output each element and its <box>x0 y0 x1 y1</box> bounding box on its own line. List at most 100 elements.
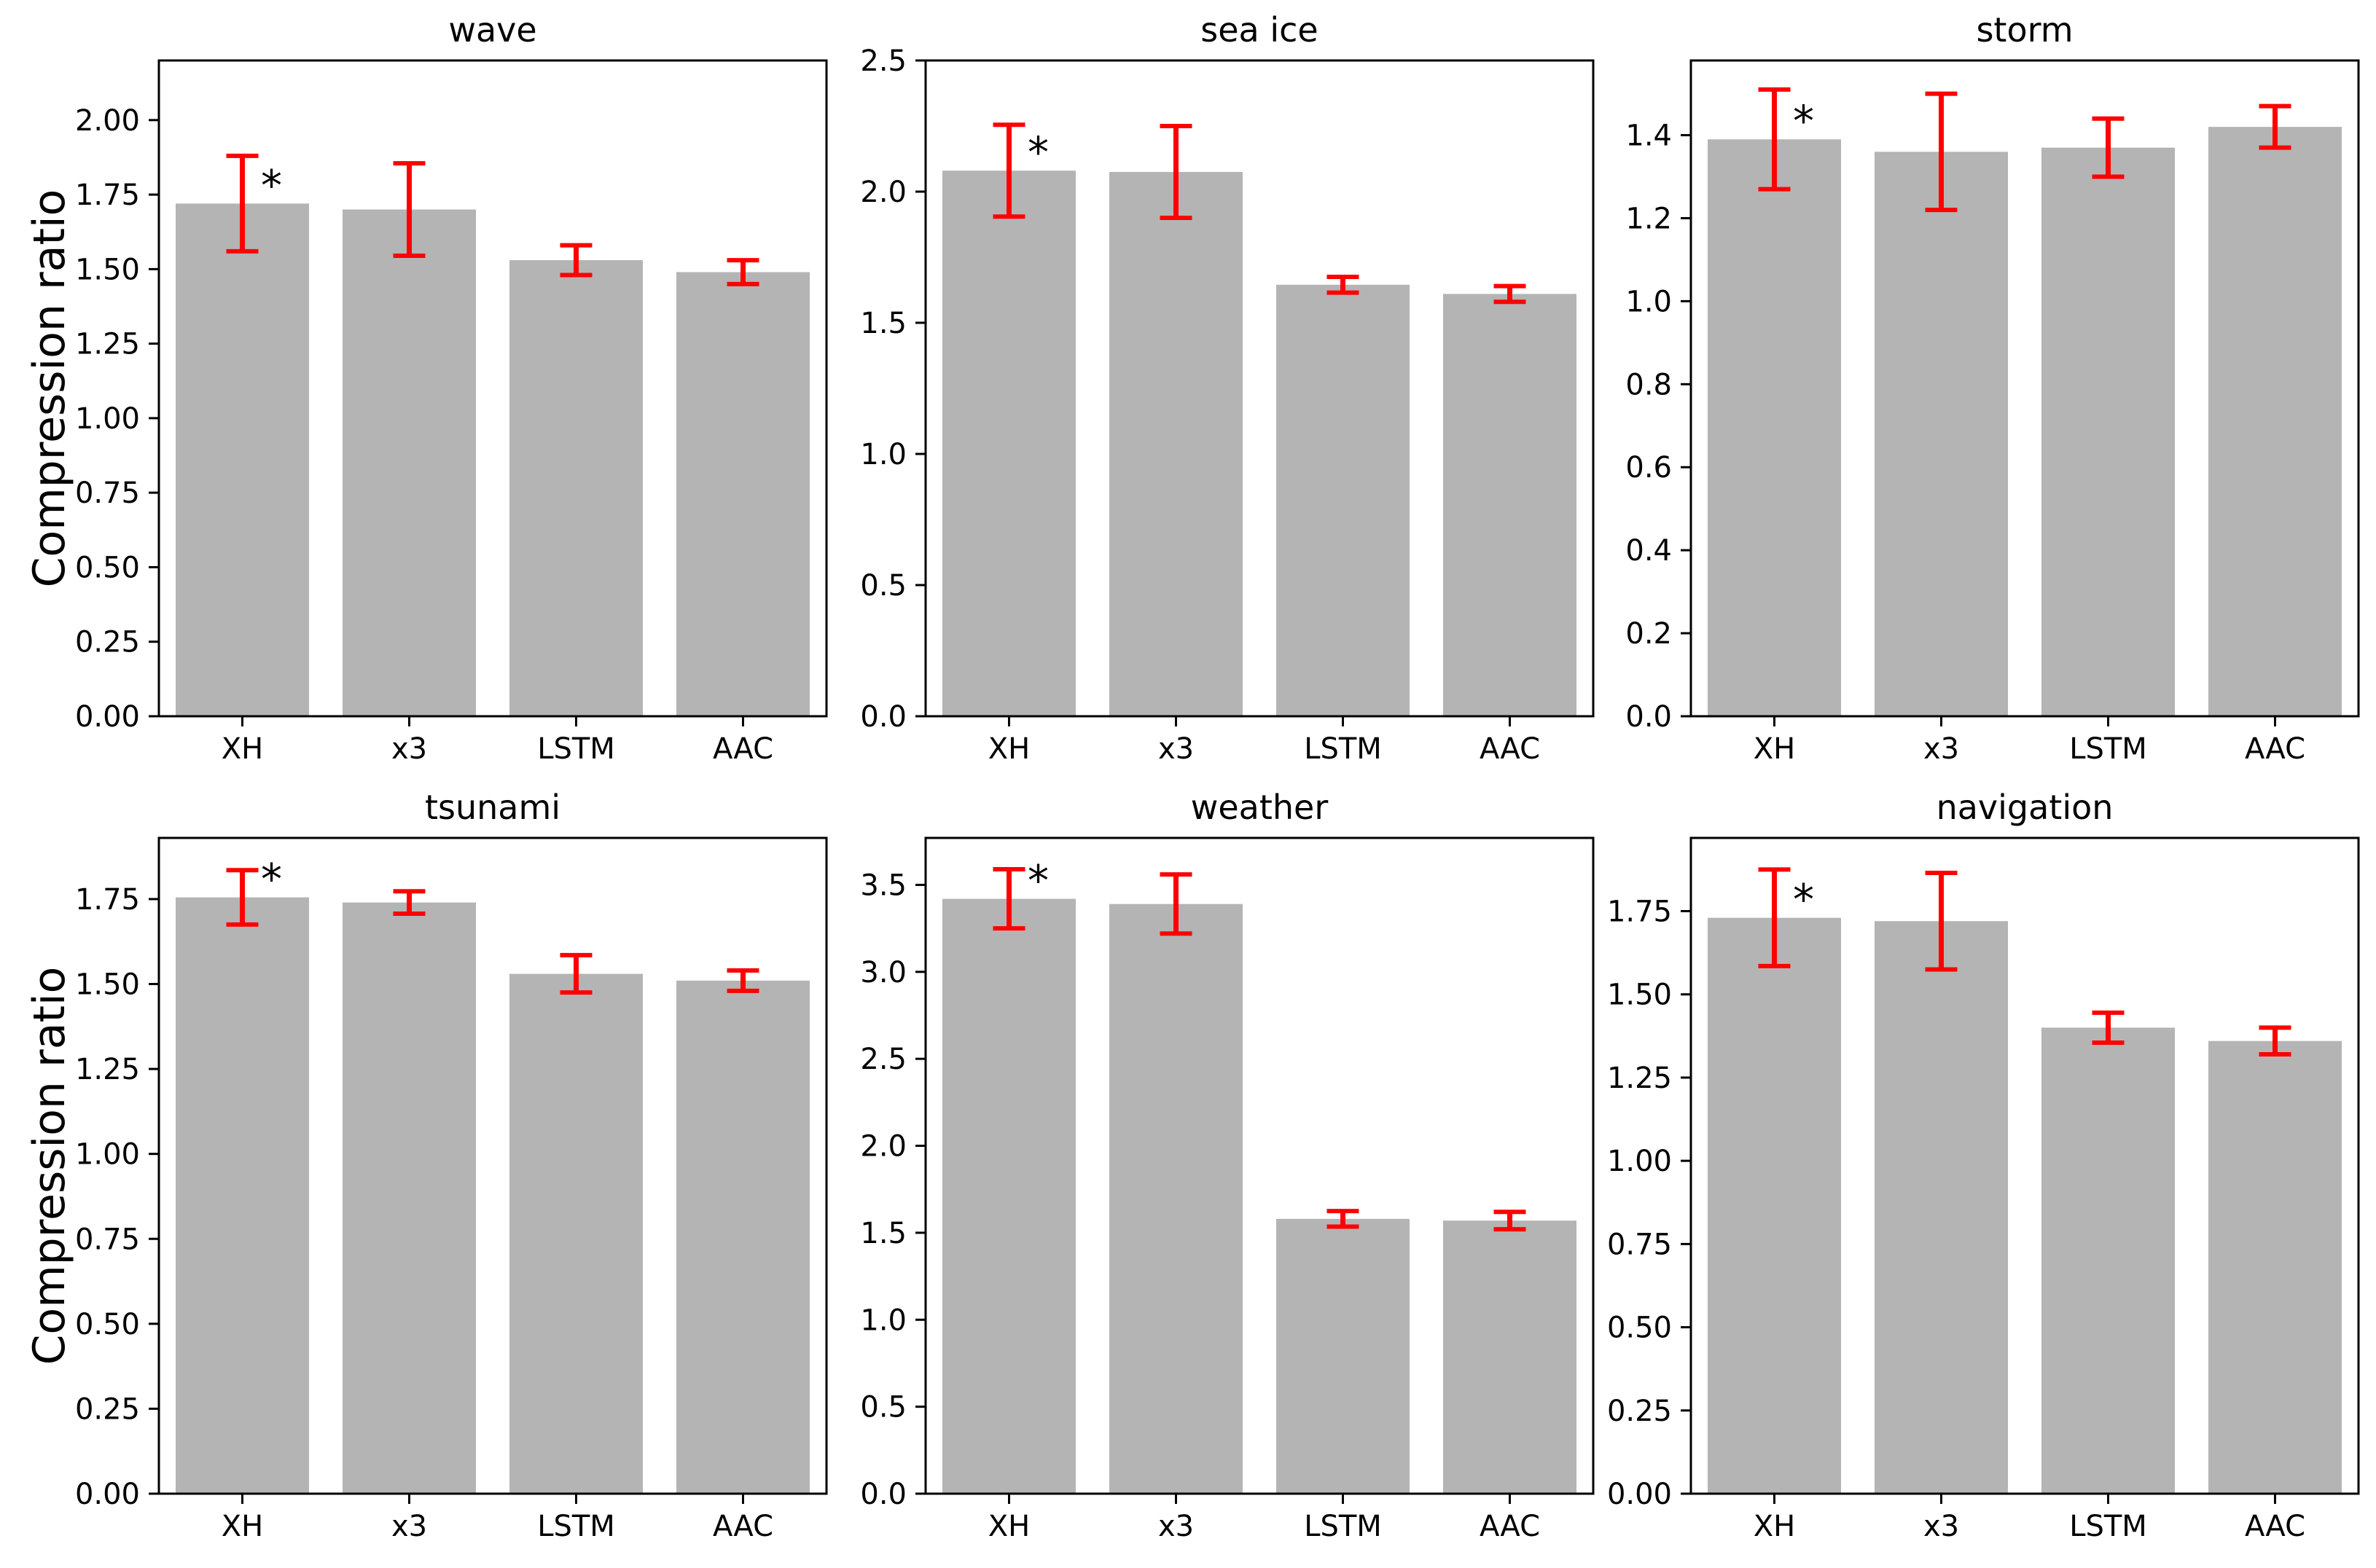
significance-asterisk: * <box>261 855 282 904</box>
y-tick-label: 1.00 <box>75 402 140 436</box>
bar-xh <box>942 898 1076 1494</box>
y-tick-label: 1.2 <box>1625 202 1672 235</box>
y-tick-label: 2.0 <box>860 1130 907 1164</box>
y-tick-label: 1.5 <box>860 1217 907 1250</box>
axes-frame <box>1689 836 2360 1495</box>
bar-lstm <box>2041 147 2175 717</box>
y-tick-label: 0.00 <box>1607 1478 1672 1511</box>
chart-panel-weather: weather 0.0 0.5 1.0 1.5 2.0 2.5 3.0 3.5 XH * x3 LSTM… <box>860 788 1595 1543</box>
x-tick-label: LSTM <box>537 1510 615 1543</box>
x-tick-label: XH <box>222 732 263 766</box>
x-tick-label: x3 <box>391 1510 427 1543</box>
x-tick-label: x3 <box>1158 1510 1194 1543</box>
bar-x3 <box>1109 172 1243 716</box>
panel-title: wave <box>448 10 536 50</box>
axes-frame <box>1689 59 2360 718</box>
y-tick-label: 1.00 <box>1607 1145 1672 1178</box>
y-tick-label: 0.0 <box>860 1478 907 1511</box>
panel-title: sea ice <box>1200 10 1318 50</box>
y-tick-label: 1.50 <box>1607 979 1672 1012</box>
x-tick-label: XH <box>222 1510 263 1543</box>
y-tick-label: 0.25 <box>75 1392 140 1426</box>
bar-aac <box>2208 1040 2342 1494</box>
x-tick-label: x3 <box>1923 1510 1959 1543</box>
bar-lstm <box>509 260 643 716</box>
x-tick-label: LSTM <box>2069 1510 2147 1543</box>
y-tick-label: 2.00 <box>75 104 140 138</box>
axes-frame <box>157 836 828 1495</box>
x-tick-label: AAC <box>1480 732 1540 766</box>
y-tick-label: 1.5 <box>860 307 907 340</box>
bar-x3 <box>343 902 476 1494</box>
significance-asterisk: * <box>1028 128 1049 177</box>
y-tick-label: 0.50 <box>1607 1312 1672 1345</box>
y-tick-label: 1.0 <box>1625 285 1672 318</box>
x-tick-label: AAC <box>2245 1510 2305 1543</box>
bar-aac <box>676 980 810 1494</box>
y-tick-label: 1.75 <box>75 883 140 917</box>
y-tick-label: 0.0 <box>1625 700 1672 734</box>
y-tick-label: 2.5 <box>860 1043 907 1076</box>
x-tick-label: LSTM <box>537 732 615 766</box>
significance-asterisk: * <box>1793 96 1814 146</box>
panel-title: navigation <box>1937 788 2114 827</box>
bar-x3 <box>343 209 476 717</box>
axes-frame <box>157 59 828 718</box>
bar-lstm <box>1276 1218 1410 1494</box>
bar-aac <box>676 272 810 716</box>
y-tick-label: 0.6 <box>1625 451 1672 485</box>
bar-lstm <box>1276 284 1410 716</box>
bar-xh <box>942 170 1076 716</box>
y-tick-label: 0.75 <box>1607 1228 1672 1261</box>
panel-title: storm <box>1976 10 2073 50</box>
y-tick-label: 1.25 <box>75 328 140 361</box>
y-tick-label: 1.75 <box>1607 895 1672 929</box>
bar-aac <box>1443 1220 1576 1494</box>
y-tick-label: 0.5 <box>860 569 907 603</box>
x-tick-label: AAC <box>1480 1510 1540 1543</box>
x-tick-label: x3 <box>391 732 427 766</box>
y-tick-label: 0.75 <box>75 1223 140 1256</box>
y-tick-label: 1.4 <box>1625 119 1672 153</box>
y-tick-label: 0.25 <box>75 626 140 659</box>
y-tick-label: 1.50 <box>75 968 140 1002</box>
y-tick-label: 3.5 <box>860 869 907 902</box>
x-tick-label: LSTM <box>1304 732 1382 766</box>
axes-frame <box>924 59 1595 718</box>
y-tick-label: 2.5 <box>860 44 907 78</box>
y-tick-label: 1.0 <box>860 1304 907 1337</box>
bar-lstm <box>509 973 643 1494</box>
x-tick-label: x3 <box>1158 732 1194 766</box>
bar-aac <box>1443 294 1576 716</box>
y-tick-label: 0.5 <box>860 1391 907 1424</box>
bar-x3 <box>1875 152 2008 716</box>
y-tick-label: 0.4 <box>1625 534 1672 568</box>
panel-title: weather <box>1191 788 1329 827</box>
bar-x3 <box>1109 903 1243 1494</box>
x-tick-label: LSTM <box>2069 732 2147 766</box>
significance-asterisk: * <box>1028 856 1049 906</box>
y-tick-label: 0.2 <box>1625 617 1672 651</box>
y-tick-label: 0.0 <box>860 700 907 734</box>
x-tick-label: XH <box>988 732 1030 766</box>
y-tick-label: 0.00 <box>75 1478 140 1511</box>
panel-title: tsunami <box>425 788 560 827</box>
chart-panel-navigation: navigation 0.00 0.25 0.50 0.75 1.00 1.25 1.50 1.… <box>1607 788 2360 1543</box>
x-tick-label: AAC <box>2245 732 2305 766</box>
bar-x3 <box>1875 921 2008 1494</box>
y-tick-label: 0.8 <box>1625 368 1672 401</box>
bar-lstm <box>2041 1027 2175 1494</box>
y-tick-label: 1.0 <box>860 438 907 471</box>
y-tick-label: 1.50 <box>75 253 140 286</box>
chart-panel-sea-ice: sea ice 0.0 0.5 1.0 1.5 2.0 2.5 XH * x3 LSTM AAC <box>860 10 1595 766</box>
x-tick-label: XH <box>988 1510 1030 1543</box>
y-axis-title: Compression ratio <box>24 967 75 1365</box>
y-tick-label: 1.25 <box>75 1053 140 1086</box>
y-tick-label: 2.0 <box>860 176 907 209</box>
y-tick-label: 1.75 <box>75 179 140 212</box>
y-tick-label: 0.50 <box>75 551 140 584</box>
chart-panel-wave: wave 0.00 0.25 0.50 0.75 1.00 1.25 1.50 1.75 2.00… <box>24 10 828 766</box>
x-tick-label: XH <box>1754 1510 1795 1543</box>
